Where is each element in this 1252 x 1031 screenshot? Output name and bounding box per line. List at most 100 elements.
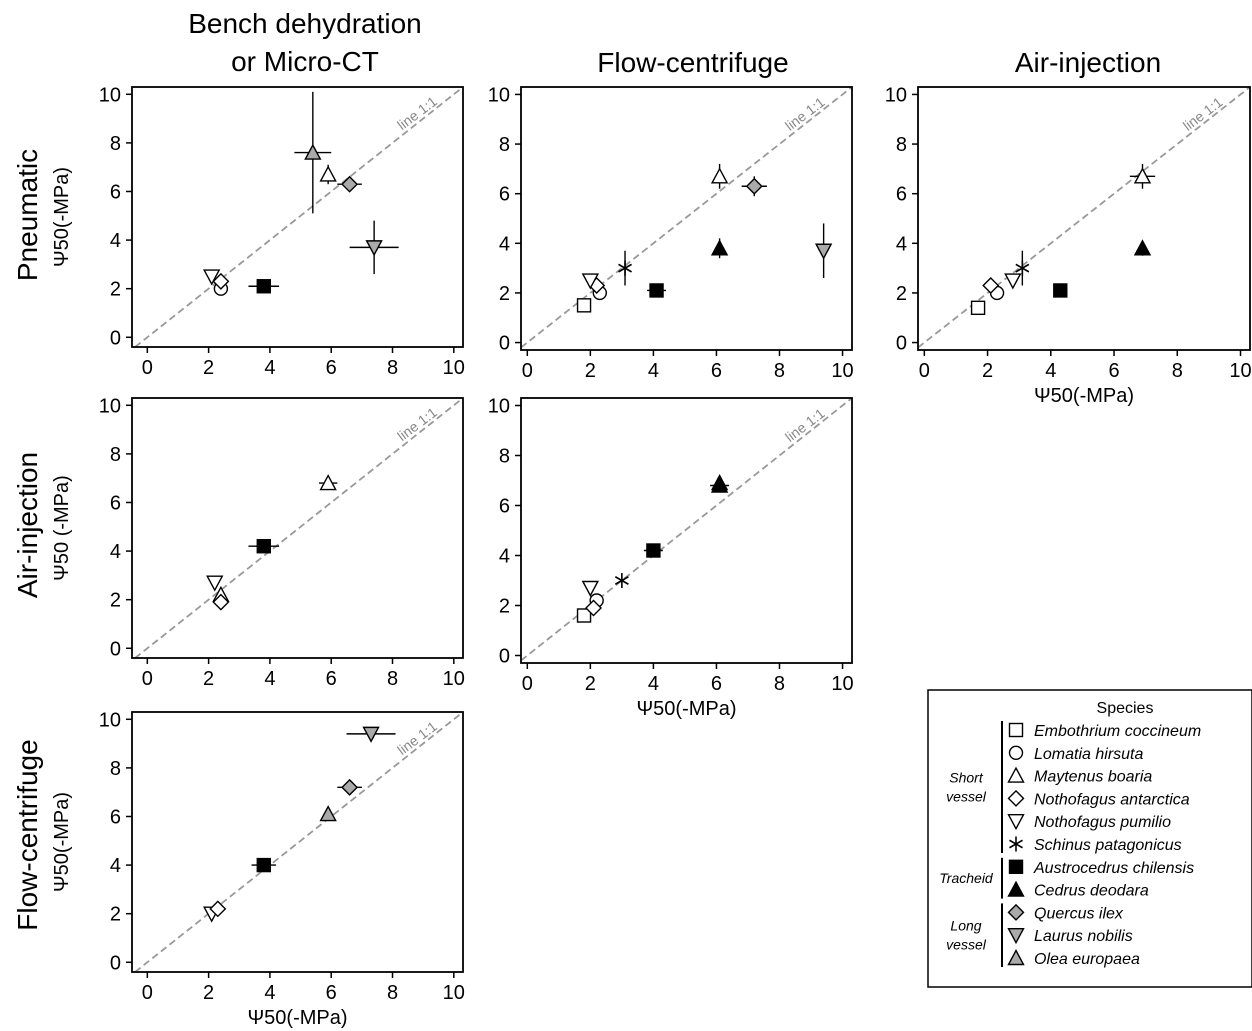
y-tick-label: 4	[110, 230, 121, 252]
reference-line-label: line 1:1	[394, 93, 440, 133]
legend-group-label: vessel	[946, 789, 987, 805]
column-header-flow: Flow-centrifuge	[597, 47, 788, 78]
legend-marker	[1008, 745, 1024, 760]
y-tick-label: 8	[110, 133, 121, 155]
marker	[365, 240, 383, 257]
marker	[614, 573, 629, 588]
legend-group-label: Tracheid	[939, 870, 994, 886]
legend-group-label: vessel	[946, 937, 987, 953]
x-tick-label: 6	[326, 357, 337, 379]
legend-marker	[1007, 949, 1025, 966]
legend-marker	[1008, 859, 1024, 874]
x-tick-label: 4	[1045, 360, 1056, 382]
marker	[970, 300, 986, 316]
legend-marker	[1007, 789, 1025, 807]
data-point	[349, 220, 399, 275]
x-tick-label: 8	[774, 360, 785, 382]
y-tick-label: 4	[499, 546, 510, 568]
legend-item-label: Quercus ilex	[1034, 905, 1124, 922]
legend-marker	[1007, 814, 1025, 831]
data-point	[581, 580, 600, 597]
data-point	[248, 279, 280, 294]
x-tick-label: 10	[831, 360, 853, 382]
data-point	[576, 608, 592, 623]
data-point	[618, 250, 632, 286]
y-tick-label: 6	[110, 181, 121, 203]
legend-item-label: Nothofagus antarctica	[1034, 791, 1190, 808]
data-point	[319, 164, 337, 185]
panel-flow-vs-bench: line 1:1 0 2 4 6 8 10 0 2 4 6 8 10 Ψ50(-MPa) Ψ50(-MPa)	[51, 709, 465, 1029]
marker	[212, 593, 230, 611]
y-tick-label: 8	[499, 134, 510, 156]
legend-marker	[1007, 928, 1025, 945]
y-tick-label: 10	[99, 84, 121, 106]
y-tick-label: 10	[488, 396, 510, 418]
y-tick-label: 4	[896, 233, 907, 255]
y-tick-label: 4	[499, 233, 510, 255]
marker	[710, 167, 729, 184]
data-point	[1129, 163, 1156, 189]
y-tick-label: 6	[896, 184, 907, 206]
x-tick-label: 2	[203, 668, 214, 690]
marker	[256, 279, 271, 294]
y-tick-label: 0	[896, 333, 907, 355]
legend-marker	[1007, 903, 1025, 921]
data-point	[710, 476, 730, 493]
x-tick-label: 4	[648, 673, 659, 695]
reference-line-label: line 1:1	[782, 94, 828, 134]
x-tick-label: 4	[264, 668, 275, 690]
y-tick-label: 0	[499, 333, 510, 355]
x-tick-label: 2	[203, 982, 214, 1004]
y-tick-label: 8	[110, 758, 121, 780]
x-tick-label: 8	[387, 668, 398, 690]
marker	[814, 243, 833, 260]
y-tick-label: 8	[110, 444, 121, 466]
data-point	[647, 283, 667, 298]
legend-item-label: Olea europaea	[1034, 951, 1140, 968]
data-point	[585, 599, 602, 617]
y-tick-label: 10	[99, 395, 121, 417]
reference-line-label: line 1:1	[394, 718, 440, 758]
marker	[618, 260, 632, 276]
y-axis-label: Ψ50 (-MPa)	[51, 475, 73, 581]
data-point	[212, 272, 230, 290]
data-point	[251, 857, 277, 873]
x-tick-label: 6	[711, 673, 722, 695]
row-header-flow: Flow-centrifuge	[12, 739, 43, 930]
x-tick-label: 4	[264, 982, 275, 1004]
legend-item-label: Nothofagus pumilio	[1034, 814, 1171, 831]
x-tick-label: 10	[443, 357, 465, 379]
species-legend: Species Embothrium coccineum Lomatia hirs…	[927, 689, 1252, 988]
axes-frame	[520, 86, 853, 351]
marker	[982, 277, 1000, 294]
y-tick-label: 0	[110, 327, 121, 349]
data-point	[319, 805, 337, 822]
data-point	[337, 175, 362, 193]
marker	[319, 165, 337, 182]
marker	[710, 476, 729, 493]
y-tick-label: 10	[488, 84, 510, 106]
data-point	[337, 778, 362, 796]
data-point	[294, 91, 332, 214]
row-header-pneumatic: Pneumatic	[12, 149, 43, 281]
legend-title: Species	[1097, 700, 1154, 717]
x-tick-label: 2	[585, 673, 596, 695]
marker	[203, 269, 221, 286]
y-tick-label: 2	[110, 904, 121, 926]
x-tick-label: 0	[142, 357, 153, 379]
marker	[206, 575, 224, 592]
legend-item-label: Schinus patagonicus	[1034, 837, 1182, 854]
marker	[576, 608, 592, 623]
y-tick-label: 6	[110, 492, 121, 514]
x-tick-label: 4	[264, 357, 275, 379]
panel-pneu-vs-flow: line 1:1 0 2 4 6 8 10 0 2 4 6 8 10	[488, 84, 854, 382]
axes-frame	[131, 711, 464, 973]
x-axis-label: Ψ50(-MPa)	[247, 1007, 347, 1029]
x-tick-label: 8	[1172, 360, 1183, 382]
marker	[341, 175, 359, 193]
y-tick-label: 2	[499, 596, 510, 618]
x-tick-label: 4	[648, 360, 659, 382]
panel-air-vs-flow: line 1:1 0 2 4 6 8 10 0 2 4 6 8 10 Ψ50(-MPa)	[488, 396, 854, 721]
data-point	[741, 176, 767, 197]
